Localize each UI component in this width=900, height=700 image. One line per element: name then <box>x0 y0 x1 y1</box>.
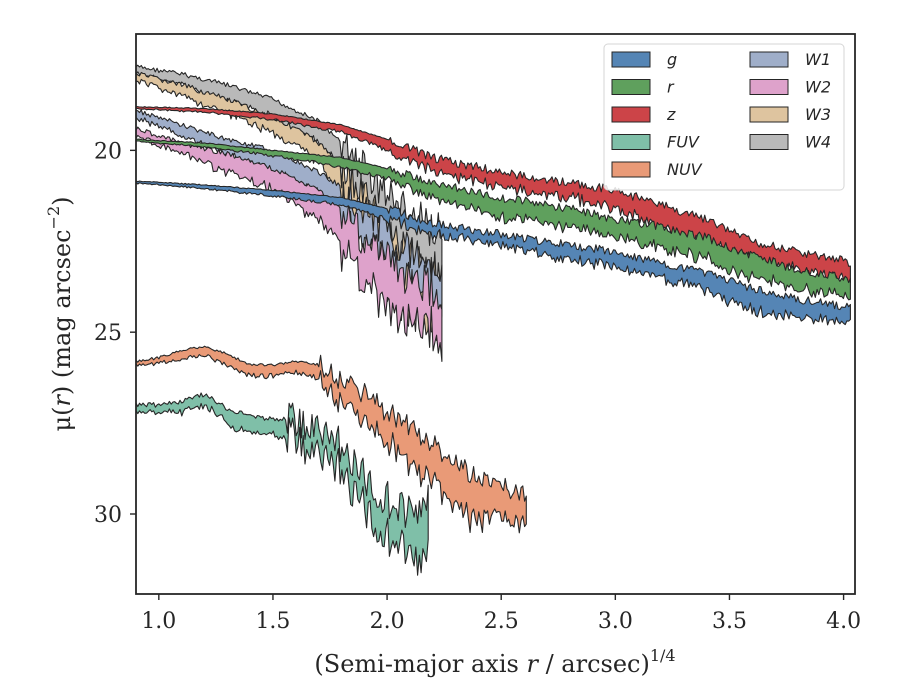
x-tick-label: 2.0 <box>370 609 405 634</box>
legend-swatch-g <box>611 51 651 68</box>
x-tick-label: 1.0 <box>141 609 176 634</box>
x-tick-label: 1.5 <box>255 609 290 634</box>
legend-label-w1: W1 <box>805 50 831 69</box>
x-axis-label: (Semi-major axis r / arcsec)1/4 <box>314 646 675 678</box>
x-tick-label: 4.0 <box>826 609 861 634</box>
profile-bands <box>135 64 851 576</box>
band-g <box>135 180 851 326</box>
legend-swatch-nuv <box>611 161 651 178</box>
x-tick-label: 2.5 <box>484 609 519 634</box>
legend-swatch-fuv <box>611 134 651 150</box>
legend-swatch-w1 <box>749 51 789 68</box>
legend-label-g: g <box>667 50 677 69</box>
legend-label-r: r <box>667 78 675 97</box>
plot-frame <box>135 33 856 595</box>
band-fuv <box>135 392 429 576</box>
y-axis-ticks: 20 25 30 <box>94 139 136 528</box>
y-tick-label: 30 <box>94 503 122 528</box>
x-tick-label: 3.5 <box>712 609 747 634</box>
legend-label-w3: W3 <box>805 105 831 124</box>
legend-swatch-w2 <box>749 79 789 95</box>
legend: grz FUV NUV W1 W2 W3 W4 <box>603 43 845 191</box>
band-nuv <box>135 345 527 534</box>
legend-swatch-w3 <box>749 106 789 123</box>
legend-label-w4: W4 <box>805 133 831 152</box>
y-axis-label: μ(r) (mag arcsec−2) <box>44 196 76 431</box>
legend-label-fuv: FUV <box>667 133 700 152</box>
legend-label-z: z <box>666 105 676 124</box>
band-w2 <box>135 126 443 362</box>
legend-swatch-z <box>611 106 651 123</box>
band-r <box>135 138 851 301</box>
legend-swatch-w4 <box>749 134 789 150</box>
y-tick-label: 20 <box>94 139 122 164</box>
x-axis-ticks: 1.0 1.5 2.0 2.5 3.0 3.5 4.0 <box>141 594 861 634</box>
legend-label-w2: W2 <box>805 78 831 97</box>
legend-label-nuv: NUV <box>667 160 703 179</box>
legend-swatch-r <box>611 79 651 95</box>
x-tick-label: 3.0 <box>598 609 633 634</box>
y-tick-label: 25 <box>94 321 122 346</box>
